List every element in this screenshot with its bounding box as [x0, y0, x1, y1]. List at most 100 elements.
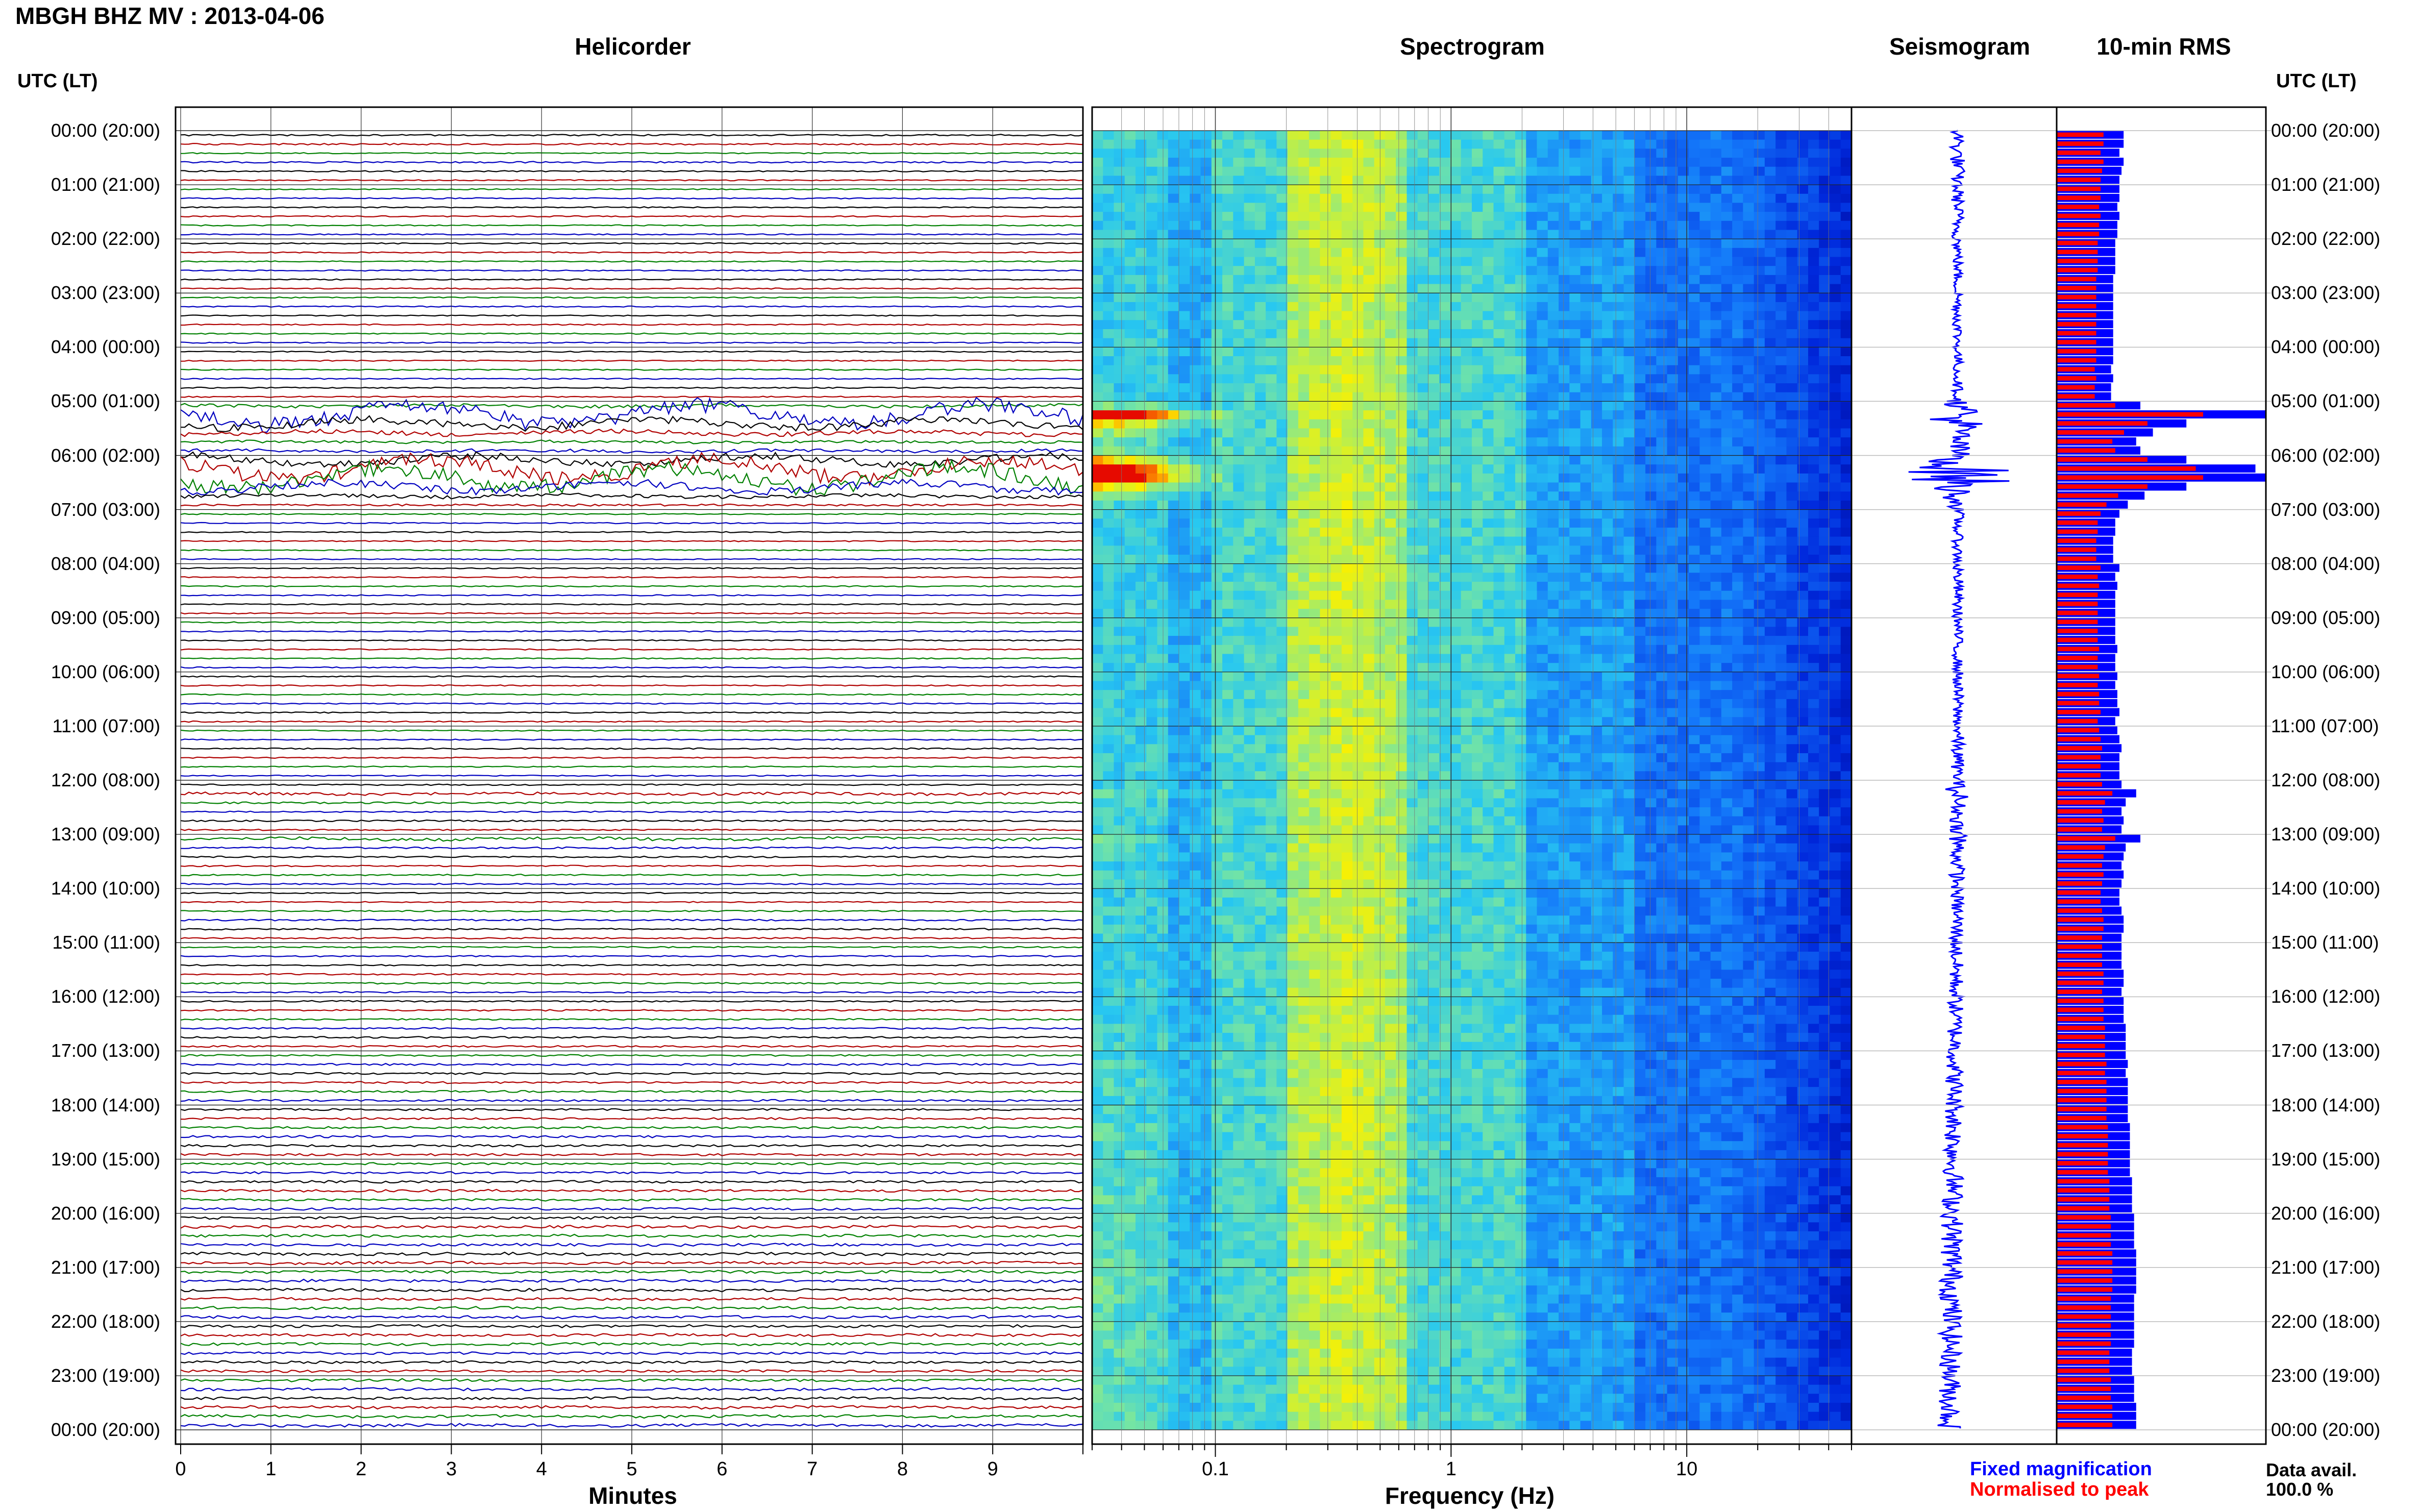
spectrogram-cell: [1591, 645, 1602, 654]
spectrogram-cell: [1569, 527, 1581, 537]
spectrogram-cell: [1406, 203, 1418, 212]
spectrogram-cell: [1623, 527, 1635, 537]
spectrogram-cell: [1461, 239, 1472, 249]
spectrogram-cell: [1580, 446, 1592, 456]
spectrogram-cell: [1710, 247, 1722, 257]
spectrogram-cell: [1537, 699, 1548, 708]
spectrogram-cell: [1168, 365, 1179, 375]
spectrogram-cell: [1385, 617, 1396, 627]
spectrogram-cell: [1721, 247, 1733, 257]
spectrogram-cell: [1103, 699, 1115, 708]
spectrogram-cell: [1840, 320, 1852, 330]
spectrogram-cell: [1124, 247, 1136, 257]
spectrogram-cell: [1559, 139, 1570, 149]
spectrogram-cell: [1623, 482, 1635, 492]
spectrogram-cell: [1124, 609, 1136, 618]
spectrogram-cell: [1244, 166, 1255, 176]
spectrogram-cell: [1830, 410, 1841, 420]
spectrogram-cell: [1547, 139, 1559, 149]
spectrogram-cell: [1743, 293, 1755, 303]
spectrogram-cell: [1721, 554, 1733, 564]
spectrogram-cell: [1830, 338, 1841, 348]
spectrogram-cell: [1602, 193, 1613, 203]
spectrogram-cell: [1157, 699, 1169, 708]
spectrogram-cell: [1428, 392, 1440, 402]
spectrogram-cell: [1721, 383, 1733, 393]
spectrogram-cell: [1341, 293, 1353, 303]
spectrogram-cell: [1363, 573, 1375, 582]
spectrogram-cell: [1775, 338, 1787, 348]
spectrogram-cell: [1764, 563, 1776, 573]
spectrogram-cell: [1146, 257, 1158, 266]
spectrogram-cell: [1309, 257, 1320, 266]
spectrogram-cell: [1504, 681, 1516, 690]
spectrogram-cell: [1124, 131, 1136, 140]
spectrogram-cell: [1428, 455, 1440, 465]
spectrogram-cell: [1428, 166, 1440, 176]
spectrogram-cell: [1428, 554, 1440, 564]
spectrogram-cell: [1298, 428, 1310, 438]
spectrogram-cell: [1266, 365, 1277, 375]
spectrogram-cell: [1363, 374, 1375, 384]
spectrogram-cell: [1493, 131, 1505, 140]
spectrogram-cell: [1710, 401, 1722, 411]
spectrogram-cell: [1298, 636, 1310, 646]
spectrogram-cell: [1483, 284, 1494, 293]
spectrogram-cell: [1732, 455, 1744, 465]
time-label-left: 00:00 (20:00): [51, 1419, 160, 1440]
spectrogram-cell: [1797, 546, 1809, 555]
spectrogram-cell: [1764, 717, 1776, 727]
spectrogram-cell: [1157, 563, 1169, 573]
spectrogram-cell: [1764, 220, 1776, 230]
spectrogram-cell: [1396, 518, 1408, 528]
spectrogram-cell: [1461, 131, 1472, 140]
spectrogram-cell: [1775, 582, 1787, 591]
spectrogram-cell: [1754, 437, 1765, 447]
spectrogram-cell: [1732, 672, 1744, 681]
spectrogram-cell: [1244, 131, 1255, 140]
spectrogram-cell: [1124, 220, 1136, 230]
spectrogram-cell: [1233, 708, 1245, 717]
spectrogram-cell: [1754, 708, 1765, 717]
spectrogram-cell: [1764, 356, 1776, 366]
spectrogram-cell: [1559, 627, 1570, 636]
spectrogram-cell: [1537, 554, 1548, 564]
spectrogram-cell: [1136, 356, 1147, 366]
spectrogram-cell: [1526, 437, 1538, 447]
spectrogram-cell: [1352, 401, 1364, 411]
spectrogram-cell: [1363, 617, 1375, 627]
spectrogram-cell: [1200, 203, 1212, 212]
spectrogram-cell: [1559, 392, 1570, 402]
spectrogram-cell: [1710, 699, 1722, 708]
spectrogram-cell: [1819, 645, 1831, 654]
spectrogram-cell: [1656, 374, 1668, 384]
spectrogram-cell: [1266, 131, 1277, 140]
spectrogram-cell: [1699, 654, 1711, 663]
spectrogram-cell: [1406, 563, 1418, 573]
spectrogram-cell: [1775, 247, 1787, 257]
spectrogram-cell: [1309, 663, 1320, 673]
spectrogram-cell: [1743, 735, 1755, 745]
spectrogram-cell: [1374, 266, 1386, 276]
spectrogram-cell: [1168, 744, 1179, 754]
spectrogram-cell: [1591, 257, 1602, 266]
spectrogram-cell: [1526, 536, 1538, 546]
spectrogram-cell: [1754, 347, 1765, 357]
spectrogram-cell: [1168, 609, 1179, 618]
spectrogram-cell: [1656, 401, 1668, 411]
spectrogram-cell: [1677, 302, 1689, 312]
spectrogram-cell: [1634, 536, 1646, 546]
spectrogram-cell: [1330, 131, 1342, 140]
spectrogram-cell: [1483, 654, 1494, 663]
spectrogram-cell: [1623, 212, 1635, 221]
spectrogram-cell: [1819, 681, 1831, 690]
spectrogram-cell: [1417, 302, 1429, 312]
spectrogram-cell: [1179, 500, 1190, 510]
spectrogram-cell: [1840, 663, 1852, 673]
spectrogram-cell: [1157, 419, 1169, 429]
spectrogram-cell: [1363, 419, 1375, 429]
spectrogram-cell: [1830, 139, 1841, 149]
spectrogram-cell: [1764, 293, 1776, 303]
spectrogram-cell: [1168, 654, 1179, 663]
spectrogram-cell: [1732, 482, 1744, 492]
